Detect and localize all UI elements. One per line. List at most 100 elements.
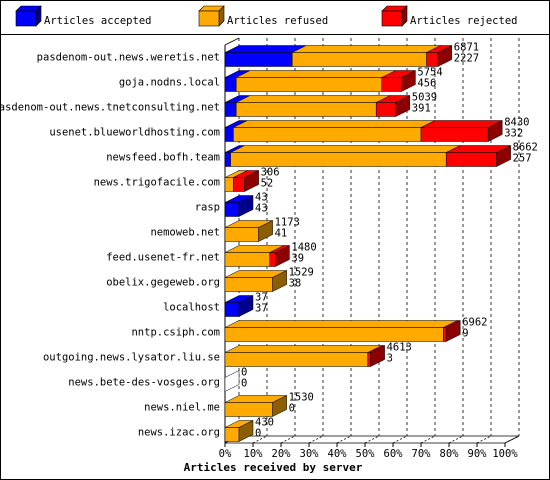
legend-label: Articles accepted [44, 15, 151, 27]
category-label: obelix.gegeweb.org [106, 277, 220, 289]
value-label-second: 43 [255, 203, 268, 215]
value-label-total: 5754 [417, 67, 442, 79]
x-tick-label: 10% [244, 448, 264, 460]
value-label-second: 257 [513, 153, 532, 165]
bar-segment-refused [224, 327, 444, 342]
value-label-total: 8662 [513, 142, 538, 154]
bar-segment-accepted [224, 302, 240, 317]
bar-group [224, 395, 287, 417]
bar-segment-accepted [224, 102, 237, 117]
value-label-second: 52 [261, 178, 274, 190]
x-tick-label: 50% [356, 448, 376, 460]
bar-group [224, 420, 254, 442]
bar-side [244, 170, 259, 192]
value-label-total: 1529 [289, 267, 314, 279]
bar-segment-rejected [375, 102, 397, 117]
bar-side [496, 145, 511, 167]
bar-side [238, 195, 254, 217]
bar-group [224, 145, 511, 167]
back-wall-edge [224, 37, 240, 46]
value-label-second: 38 [289, 278, 302, 290]
bar-side [275, 245, 290, 267]
bar-group [224, 295, 254, 317]
bar-segment-refused [235, 77, 383, 92]
x-axis-title: Articles received by server [184, 461, 363, 474]
bar-segment-rejected [367, 352, 371, 367]
value-label-second: 0 [255, 428, 261, 440]
category-label: nemoweb.net [150, 227, 220, 239]
bar-segment-rejected [443, 327, 447, 342]
category-label: goja.nodns.local [119, 77, 220, 89]
bar-segment-refused [224, 177, 234, 192]
bar-top [233, 120, 436, 128]
bar-segment-accepted [224, 52, 293, 67]
bar-top [236, 95, 391, 103]
bar-group [224, 170, 259, 192]
bar-top [224, 345, 382, 353]
category-label: pasdenom-out.news.tnetconsulting.net [0, 102, 220, 114]
value-label-total: 6871 [454, 42, 479, 54]
bar-group [224, 270, 287, 292]
floor-line [504, 435, 520, 444]
bar-group [224, 345, 385, 367]
floor-line [448, 435, 464, 444]
value-label-total: 1530 [289, 392, 314, 404]
bar-segment-refused [224, 402, 273, 417]
bar-segment-rejected [426, 52, 439, 67]
bar-group [224, 70, 416, 92]
floor-line [364, 435, 380, 444]
x-tick-label: 30% [300, 448, 320, 460]
bar-side [370, 345, 385, 367]
category-label: nntp.csiph.com [131, 327, 220, 339]
bar-segment-accepted [224, 127, 234, 142]
value-label-second: 0 [289, 403, 295, 415]
value-label-total: 6962 [462, 317, 487, 329]
value-label-total: 5039 [412, 92, 437, 104]
floor-line [308, 435, 324, 444]
floor-line [476, 435, 492, 444]
bar-segment-accepted [224, 77, 237, 92]
bar-group [224, 95, 411, 117]
legend-label: Articles rejected [410, 15, 517, 27]
bar-segment-rejected [269, 252, 276, 267]
bar-top [292, 45, 441, 53]
value-label-second: 9 [462, 328, 468, 340]
x-axis: 0% 10% 20% 30% 40% 50% 60% 70% 80% 90% 100% [219, 443, 518, 460]
legend-item: Articles refused [198, 5, 328, 27]
bar-segment-rejected [233, 177, 245, 192]
x-tick-label: 90% [468, 448, 488, 460]
value-label-total: 430 [255, 417, 274, 429]
bar-segment-refused [224, 252, 271, 267]
bar-group [224, 195, 254, 217]
value-label-second: 391 [412, 103, 431, 115]
category-label: news.trigofacile.com [94, 177, 220, 189]
bar-top [230, 145, 461, 153]
bar-group [224, 45, 453, 67]
category-label: feed.usenet-fr.net [106, 252, 220, 264]
bar-side [395, 95, 411, 117]
value-label-total: 1480 [291, 242, 316, 254]
bar-side [401, 70, 416, 92]
value-label-total: 306 [261, 167, 280, 179]
bar-segment-rejected [445, 152, 497, 167]
category-label: news.izac.org [138, 427, 220, 439]
bar-segment-accepted [224, 152, 231, 167]
legend-swatch [198, 10, 220, 27]
bar-segment-accepted [224, 202, 240, 217]
value-label-second: 456 [417, 78, 436, 90]
bar-side [272, 270, 287, 292]
category-label: outgoing.news.lysator.liu.se [43, 352, 220, 364]
value-label-second: 41 [275, 228, 288, 240]
legend-swatch [15, 10, 37, 27]
category-label: localhost [163, 302, 220, 314]
value-label-total: 1173 [275, 217, 300, 229]
value-label-second: 39 [291, 253, 304, 265]
category-label: pasdenom-out.news.weretis.net [37, 52, 220, 64]
x-tick-label: 70% [412, 448, 432, 460]
x-tick-label: 80% [440, 448, 460, 460]
bar-segment-refused [291, 52, 427, 67]
bar-group [224, 370, 240, 392]
bar-side [487, 120, 503, 142]
legend-label: Articles refused [227, 15, 328, 27]
floor-line [280, 435, 296, 444]
